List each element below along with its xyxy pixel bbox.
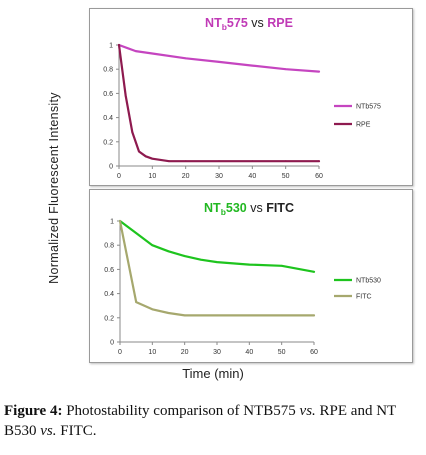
y-tick-label: 1 — [109, 43, 113, 50]
x-tick-label: 20 — [181, 349, 189, 356]
data-point-rpe — [118, 44, 120, 46]
data-point-fitc — [216, 314, 218, 317]
chart-title-dye: NT — [204, 201, 221, 215]
y-tick-label: 0.4 — [104, 291, 114, 298]
x-tick-label: 10 — [148, 349, 156, 356]
caption-text-2: RPE and NT B530 — [4, 403, 396, 439]
data-point-ntb530 — [151, 244, 154, 247]
data-point-ntb575 — [184, 57, 187, 60]
x-tick-label: 10 — [148, 173, 156, 180]
legend-label-ntb575: NTb575 — [356, 104, 381, 111]
data-point-rpe — [318, 160, 320, 163]
data-point-ntb575 — [318, 70, 320, 73]
legend-label-rpe: RPE — [356, 122, 371, 129]
x-tick-label: 60 — [315, 173, 323, 180]
series-line-ntb575 — [117, 43, 321, 73]
chart-title-dye-number: 530 — [226, 201, 247, 215]
data-point-fitc — [119, 220, 121, 222]
data-point-rpe — [284, 160, 287, 163]
x-tick-label: 0 — [117, 173, 121, 180]
data-point-rpe — [138, 150, 140, 153]
data-point-ntb575 — [134, 50, 137, 52]
data-point-ntb575 — [151, 52, 154, 55]
chart-title-reference: FITC — [266, 201, 294, 215]
data-point-rpe — [251, 160, 254, 163]
data-point-rpe — [131, 131, 134, 134]
chart-panel-ntb575-vs-rpe: NTb575 vs RPE 0 0.2 0.4 0.6 0.8 1 0 10 20 30 40 50 60… — [89, 8, 413, 186]
data-point-fitc — [280, 314, 283, 317]
chart-panel-ntb530-vs-fitc: NTb530 vs FITC 0 0.2 0.4 0.6 0.8 1 0 10 20 30 40 50 6… — [89, 189, 413, 363]
data-point-fitc — [183, 314, 186, 317]
data-point-rpe — [218, 160, 220, 163]
data-point-fitc — [135, 301, 138, 303]
legend-label-fitc: FITC — [356, 294, 372, 301]
data-point-ntb575 — [284, 68, 287, 71]
y-tick-label: 0.8 — [104, 243, 114, 250]
series-line-fitc — [118, 219, 316, 317]
series-line-rpe — [117, 43, 321, 163]
data-point-ntb530 — [167, 250, 170, 253]
chart-title-vs: vs — [248, 16, 267, 30]
chart-title-reference: RPE — [267, 16, 293, 30]
x-tick-label: 50 — [278, 349, 286, 356]
chart-title-dye-number: 575 — [227, 16, 248, 30]
x-axis-label: Time (min) — [182, 366, 244, 381]
legend-label-ntb530: NTb530 — [356, 278, 381, 285]
y-tick-label: 0.2 — [103, 139, 113, 146]
chart-title-dye-subscript: b — [222, 22, 227, 32]
x-tick-label: 50 — [282, 173, 290, 180]
data-point-rpe — [144, 155, 147, 158]
chart-title: NTb575 vs RPE — [205, 16, 293, 32]
caption-text-3: FITC. — [56, 423, 97, 439]
y-tick-label: 0 — [109, 164, 113, 171]
y-tick-label: 0.4 — [103, 115, 113, 122]
data-point-ntb530 — [199, 258, 202, 261]
data-point-fitc — [151, 308, 154, 311]
data-point-fitc — [313, 314, 315, 317]
x-tick-label: 0 — [118, 349, 122, 356]
data-point-ntb530 — [216, 261, 218, 264]
y-tick-label: 0.6 — [103, 91, 113, 98]
x-tick-label: 60 — [310, 349, 318, 356]
y-tick-label: 0.6 — [104, 267, 114, 274]
chart-title: NTb530 vs FITC — [204, 201, 294, 217]
data-point-fitc — [248, 314, 251, 317]
data-point-ntb530 — [280, 264, 283, 267]
data-point-rpe — [124, 94, 127, 97]
data-point-ntb530 — [183, 255, 186, 257]
data-point-rpe — [168, 160, 170, 163]
caption-vs-1: vs. — [299, 403, 316, 419]
caption-text-1: Photostability comparison of NTB575 — [62, 403, 300, 419]
data-point-ntb530 — [248, 263, 251, 266]
series-line-ntb530 — [118, 219, 316, 273]
data-point-ntb575 — [218, 61, 220, 63]
data-point-rpe — [184, 160, 187, 163]
figure-caption: Figure 4: Photostability comparison of N… — [4, 401, 424, 441]
chart-title-vs: vs — [247, 201, 266, 215]
data-point-ntb530 — [135, 232, 138, 234]
y-tick-label: 1 — [110, 219, 114, 226]
y-axis-label-text: Normalized Fluorescent Intensity — [47, 92, 61, 284]
caption-vs-2: vs. — [40, 423, 57, 439]
y-tick-label: 0.2 — [104, 315, 114, 322]
data-point-ntb530 — [313, 270, 315, 273]
data-point-fitc — [167, 312, 170, 314]
y-tick-label: 0 — [110, 340, 114, 347]
data-point-rpe — [151, 157, 154, 160]
chart-title-dye-subscript: b — [221, 207, 226, 217]
data-point-ntb575 — [251, 64, 254, 67]
y-tick-label: 0.8 — [103, 67, 113, 74]
x-tick-label: 30 — [213, 349, 221, 356]
x-tick-label: 40 — [248, 173, 256, 180]
x-tick-label: 30 — [215, 173, 223, 180]
x-tick-label: 40 — [245, 349, 253, 356]
x-tick-label: 20 — [182, 173, 190, 180]
caption-label: Figure 4: — [4, 403, 63, 419]
chart-title-dye: NT — [205, 16, 222, 30]
